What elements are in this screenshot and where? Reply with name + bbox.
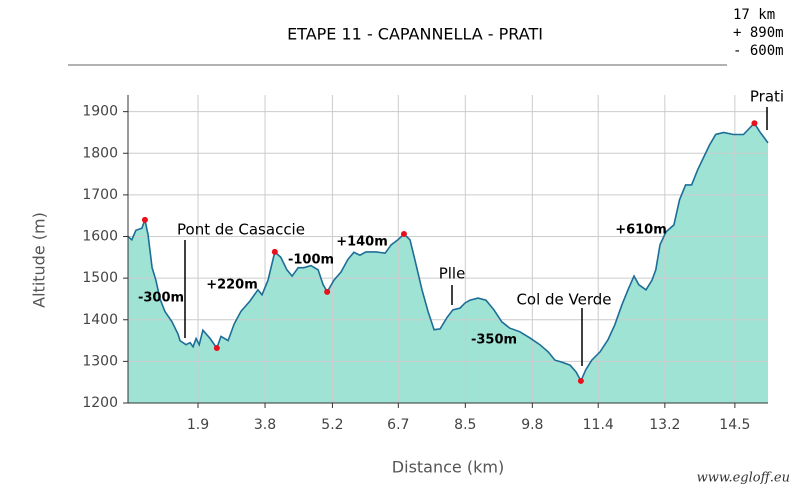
x-tick-label: 6.7 [387, 417, 409, 433]
annotation: Plle [439, 265, 466, 283]
y-tick-label: 1900 [82, 104, 118, 120]
annotation: Pont de Casaccie [177, 221, 305, 239]
x-tick-label: 14.5 [719, 417, 750, 433]
x-tick-label: 3.8 [254, 417, 276, 433]
y-tick-label: 1300 [82, 353, 118, 369]
summary-descent: - 600m [733, 43, 784, 59]
y-tick-label: 1400 [82, 312, 118, 328]
summit-marker [324, 288, 331, 295]
y-tick-label: 1700 [82, 187, 118, 203]
annotation: -300m [138, 291, 184, 306]
profile-line [127, 122, 769, 383]
annotation: -350m [471, 333, 517, 348]
x-tick-label: 1.9 [187, 417, 209, 433]
y-tick-label: 1800 [82, 145, 118, 161]
summary-distance: 17 km [733, 7, 775, 23]
x-tick-label: 13.2 [649, 417, 680, 433]
y-tick-label: 1500 [82, 270, 118, 286]
y-tick-label: 1200 [82, 395, 118, 411]
x-axis-title: Distance (km) [392, 458, 504, 477]
watermark: www.egloff.eu [697, 471, 790, 486]
annotation: Col de Verde [516, 291, 611, 309]
summit-marker [213, 345, 220, 352]
summit-marker [751, 120, 758, 127]
chart-title: ETAPE 11 - CAPANNELLA - PRATI [287, 25, 543, 44]
x-tick-label: 11.4 [583, 417, 614, 433]
annotation: +140m [336, 235, 388, 250]
summit-marker [577, 377, 584, 384]
summit-marker [141, 216, 148, 223]
y-tick-label: 1600 [82, 229, 118, 245]
annotation: Prati [750, 88, 784, 106]
summit-marker [271, 248, 278, 255]
area-fill [128, 123, 768, 404]
annotation: +610m [615, 223, 667, 238]
x-tick-label: 5.2 [321, 417, 343, 433]
y-axis-title: Altitude (m) [30, 212, 49, 308]
x-tick-label: 8.5 [454, 417, 476, 433]
summary-ascent: + 890m [733, 25, 784, 41]
annotation: -100m [288, 253, 334, 268]
annotation: +220m [206, 278, 258, 293]
summit-marker [400, 231, 407, 238]
x-tick-label: 9.8 [521, 417, 543, 433]
